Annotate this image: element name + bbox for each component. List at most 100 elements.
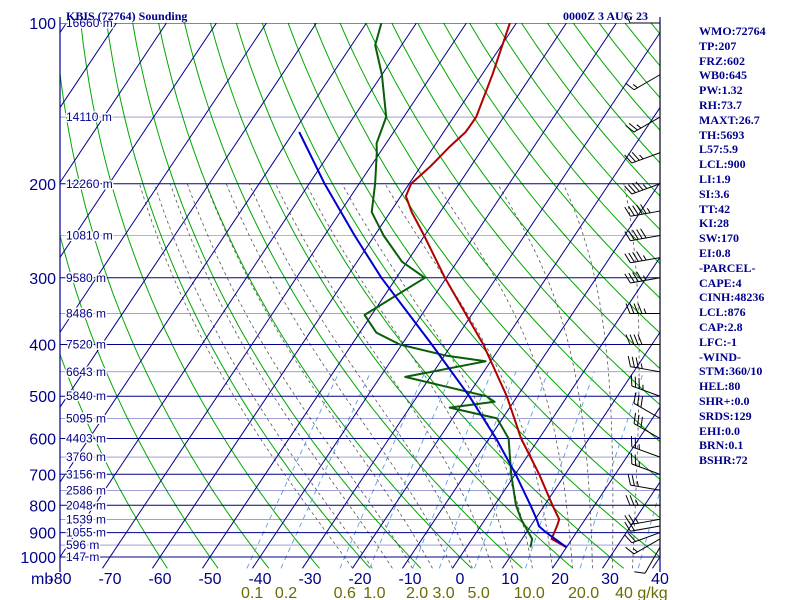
- dry-adiabat: [235, 23, 625, 569]
- wind-barb-feather: [646, 207, 651, 214]
- wind-barb-shaft: [631, 446, 661, 458]
- wind-barb: [624, 532, 661, 544]
- stat-item: STM:360/10: [699, 364, 763, 379]
- wind-barb-feather: [632, 84, 638, 89]
- wind-barb: [630, 436, 661, 458]
- dry-adiabat: [184, 23, 523, 569]
- stat-item: CAP:2.8: [699, 319, 743, 334]
- wind-barb: [624, 181, 661, 195]
- stat-item: CINH:48236: [699, 290, 765, 305]
- wind-barb-feather: [632, 252, 639, 262]
- isotherm-line: [352, 106, 660, 569]
- wind-barb-feather: [625, 124, 635, 133]
- isotherm-line: [60, 23, 267, 334]
- wind-barb-feather: [624, 231, 631, 241]
- pressure-label: 200: [29, 177, 56, 194]
- wind-barb: [625, 116, 661, 133]
- wind-barb-shaft: [630, 484, 661, 491]
- temperature-tick-label: 10: [501, 571, 519, 588]
- wind-barb-shaft: [633, 538, 661, 555]
- height-label: 1055 m: [66, 526, 106, 540]
- stat-item: SW:170: [699, 231, 740, 246]
- wind-barb-shaft: [630, 366, 661, 373]
- wind-barb-feather: [631, 151, 640, 161]
- moist-adiabat: [623, 183, 640, 569]
- wind-barb-feather: [636, 229, 643, 239]
- mixing-ratio-label: 3.0: [432, 585, 454, 600]
- wind-barb-feather: [625, 546, 635, 555]
- wind-barb-feather: [633, 334, 639, 345]
- wind-barb-feather: [632, 229, 639, 240]
- stat-item: LCL:876: [699, 305, 746, 320]
- temperature-tick-label: -80: [48, 571, 71, 588]
- mixing-ratio-label: 0.6: [334, 585, 356, 600]
- temperature-tick-label: -20: [348, 571, 371, 588]
- moist-adiabat: [205, 183, 433, 569]
- dry-adiabat: [443, 23, 660, 299]
- dry-adiabat: [60, 233, 219, 569]
- mixing-ratio-label: 20.0: [568, 585, 599, 600]
- wind-barb-shaft: [631, 463, 661, 475]
- mixing-ratio-label: 2.0: [406, 585, 428, 600]
- wind-barb-feather: [628, 230, 635, 241]
- wind-barb-feather: [624, 253, 631, 264]
- wind-barb-shaft: [630, 235, 661, 242]
- wind-barb-shaft: [631, 532, 661, 544]
- wind-barb-feather: [636, 204, 643, 215]
- wind-barb-feather: [629, 334, 635, 345]
- dry-adiabat: [469, 23, 660, 265]
- wind-barb-feather: [636, 271, 643, 282]
- stat-item: TH:5693: [699, 127, 745, 142]
- pressure-label: 700: [29, 467, 56, 484]
- wind-barb: [624, 514, 661, 526]
- wind-barb-feather: [629, 303, 635, 314]
- stat-item: LI:1.9: [699, 171, 731, 186]
- wind-barb-feather: [640, 396, 643, 408]
- wind-barb-feather: [633, 412, 637, 424]
- temperature-tick-label: 30: [601, 571, 619, 588]
- wind-barb: [625, 495, 660, 506]
- height-label: 14110 m: [66, 110, 112, 124]
- height-label: 147 m: [66, 550, 99, 564]
- dry-adiabat: [80, 23, 320, 569]
- height-label: 1539 m: [66, 512, 106, 526]
- temperature-tick-label: -10: [398, 571, 421, 588]
- wind-barb: [625, 334, 660, 346]
- wind-barb-feather: [642, 275, 647, 281]
- wind-barb-feather: [625, 82, 635, 91]
- stat-item: LCL:900: [699, 157, 746, 172]
- stat-item: MAXT:26.7: [699, 112, 760, 127]
- stat-item: SRDS:129: [699, 408, 752, 423]
- wind-barb-feather: [637, 334, 643, 345]
- wind-barb-feather: [625, 495, 631, 506]
- dry-adiabat: [365, 23, 660, 406]
- isotherm-line: [252, 23, 617, 569]
- pressure-label: 300: [29, 271, 56, 288]
- wind-barb-feather: [628, 206, 635, 216]
- wind-barb-feather: [637, 303, 643, 314]
- wind-layer: [624, 12, 661, 574]
- height-label: 4403 m: [66, 432, 106, 446]
- height-label: 6643 m: [66, 365, 106, 379]
- wind-barb: [625, 538, 661, 555]
- wind-barb: [625, 303, 660, 315]
- dry-adiabat: [106, 23, 371, 569]
- stat-item: TT:42: [699, 201, 731, 216]
- chart-title: KBIS (72764) Sounding: [66, 9, 188, 23]
- wind-barb-feather: [631, 356, 635, 368]
- wind-barb: [627, 355, 661, 373]
- wind-barb: [624, 271, 661, 284]
- dry-adiabat: [313, 23, 660, 480]
- wind-barb-feather: [627, 355, 631, 367]
- moist-adiabat: [384, 183, 553, 569]
- dry-adiabat: [417, 23, 660, 334]
- wind-barb-feather: [636, 414, 640, 426]
- wind-barb-feather: [632, 205, 639, 216]
- wind-barb-feather: [636, 251, 643, 261]
- stat-item: EI:0.8: [699, 245, 731, 260]
- wind-barb: [634, 547, 661, 574]
- stat-item: TP:207: [699, 38, 737, 53]
- wind-barb-feather: [642, 184, 648, 189]
- height-label: 596 m: [66, 538, 99, 552]
- wind-barb-feather: [636, 394, 640, 406]
